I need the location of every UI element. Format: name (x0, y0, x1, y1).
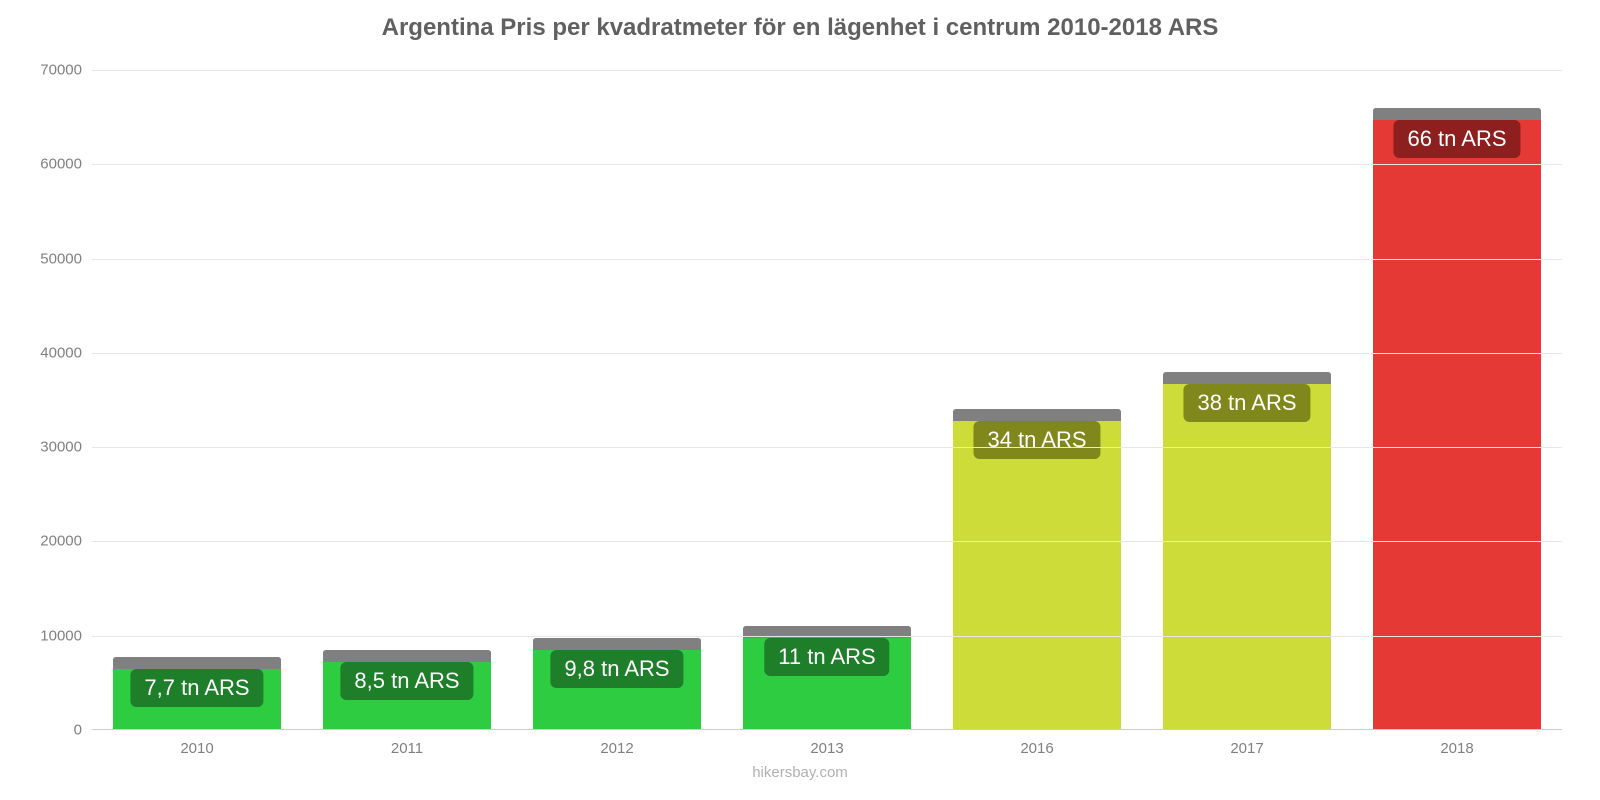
bars-container: 7,7 tn ARS 8,5 tn ARS 9,8 tn ARS 11 tn ARS 3… (92, 70, 1562, 730)
bar-top-cap (1163, 372, 1331, 384)
gridline (92, 541, 1562, 542)
bar: 34 tn ARS (953, 409, 1121, 730)
gridline (92, 164, 1562, 165)
gridline (92, 259, 1562, 260)
chart-credit: hikersbay.com (0, 764, 1600, 781)
bar-top-cap (533, 638, 701, 650)
y-axis-label: 60000 (40, 156, 92, 173)
value-badge: 11 tn ARS (764, 638, 889, 676)
chart-title: Argentina Pris per kvadratmeter för en l… (0, 14, 1600, 42)
x-axis-label: 2010 (180, 730, 213, 757)
y-axis-label: 30000 (40, 439, 92, 456)
x-axis-label: 2012 (600, 730, 633, 757)
x-axis-label: 2011 (391, 730, 423, 757)
bar-top-cap (323, 650, 491, 662)
value-badge: 66 tn ARS (1393, 120, 1520, 158)
y-axis-label: 50000 (40, 250, 92, 267)
x-axis-label: 2013 (810, 730, 843, 757)
x-axis-label: 2016 (1020, 730, 1053, 757)
y-axis-label: 20000 (40, 533, 92, 550)
bar-top-cap (1373, 108, 1541, 120)
value-badge: 7,7 tn ARS (130, 669, 263, 707)
gridline (92, 353, 1562, 354)
bar: 7,7 tn ARS (113, 657, 281, 730)
y-axis-label: 40000 (40, 344, 92, 361)
gridline (92, 636, 1562, 637)
bar-chart: Argentina Pris per kvadratmeter för en l… (0, 0, 1600, 800)
value-badge: 38 tn ARS (1183, 384, 1310, 422)
y-axis-label: 0 (74, 722, 92, 739)
plot-area: 7,7 tn ARS 8,5 tn ARS 9,8 tn ARS 11 tn ARS 3… (92, 70, 1562, 730)
gridline (92, 70, 1562, 71)
bar: 8,5 tn ARS (323, 650, 491, 730)
value-badge: 8,5 tn ARS (340, 662, 473, 700)
gridline (92, 447, 1562, 448)
y-axis-label: 10000 (40, 627, 92, 644)
x-axis-label: 2018 (1440, 730, 1473, 757)
value-badge: 34 tn ARS (973, 421, 1100, 459)
y-axis-label: 70000 (40, 62, 92, 79)
bar-top-cap (113, 657, 281, 669)
bar-top-cap (953, 409, 1121, 421)
x-axis-label: 2017 (1230, 730, 1263, 757)
bar: 11 tn ARS (743, 626, 911, 730)
bar: 38 tn ARS (1163, 372, 1331, 730)
value-badge: 9,8 tn ARS (550, 650, 683, 688)
bar: 9,8 tn ARS (533, 638, 701, 730)
